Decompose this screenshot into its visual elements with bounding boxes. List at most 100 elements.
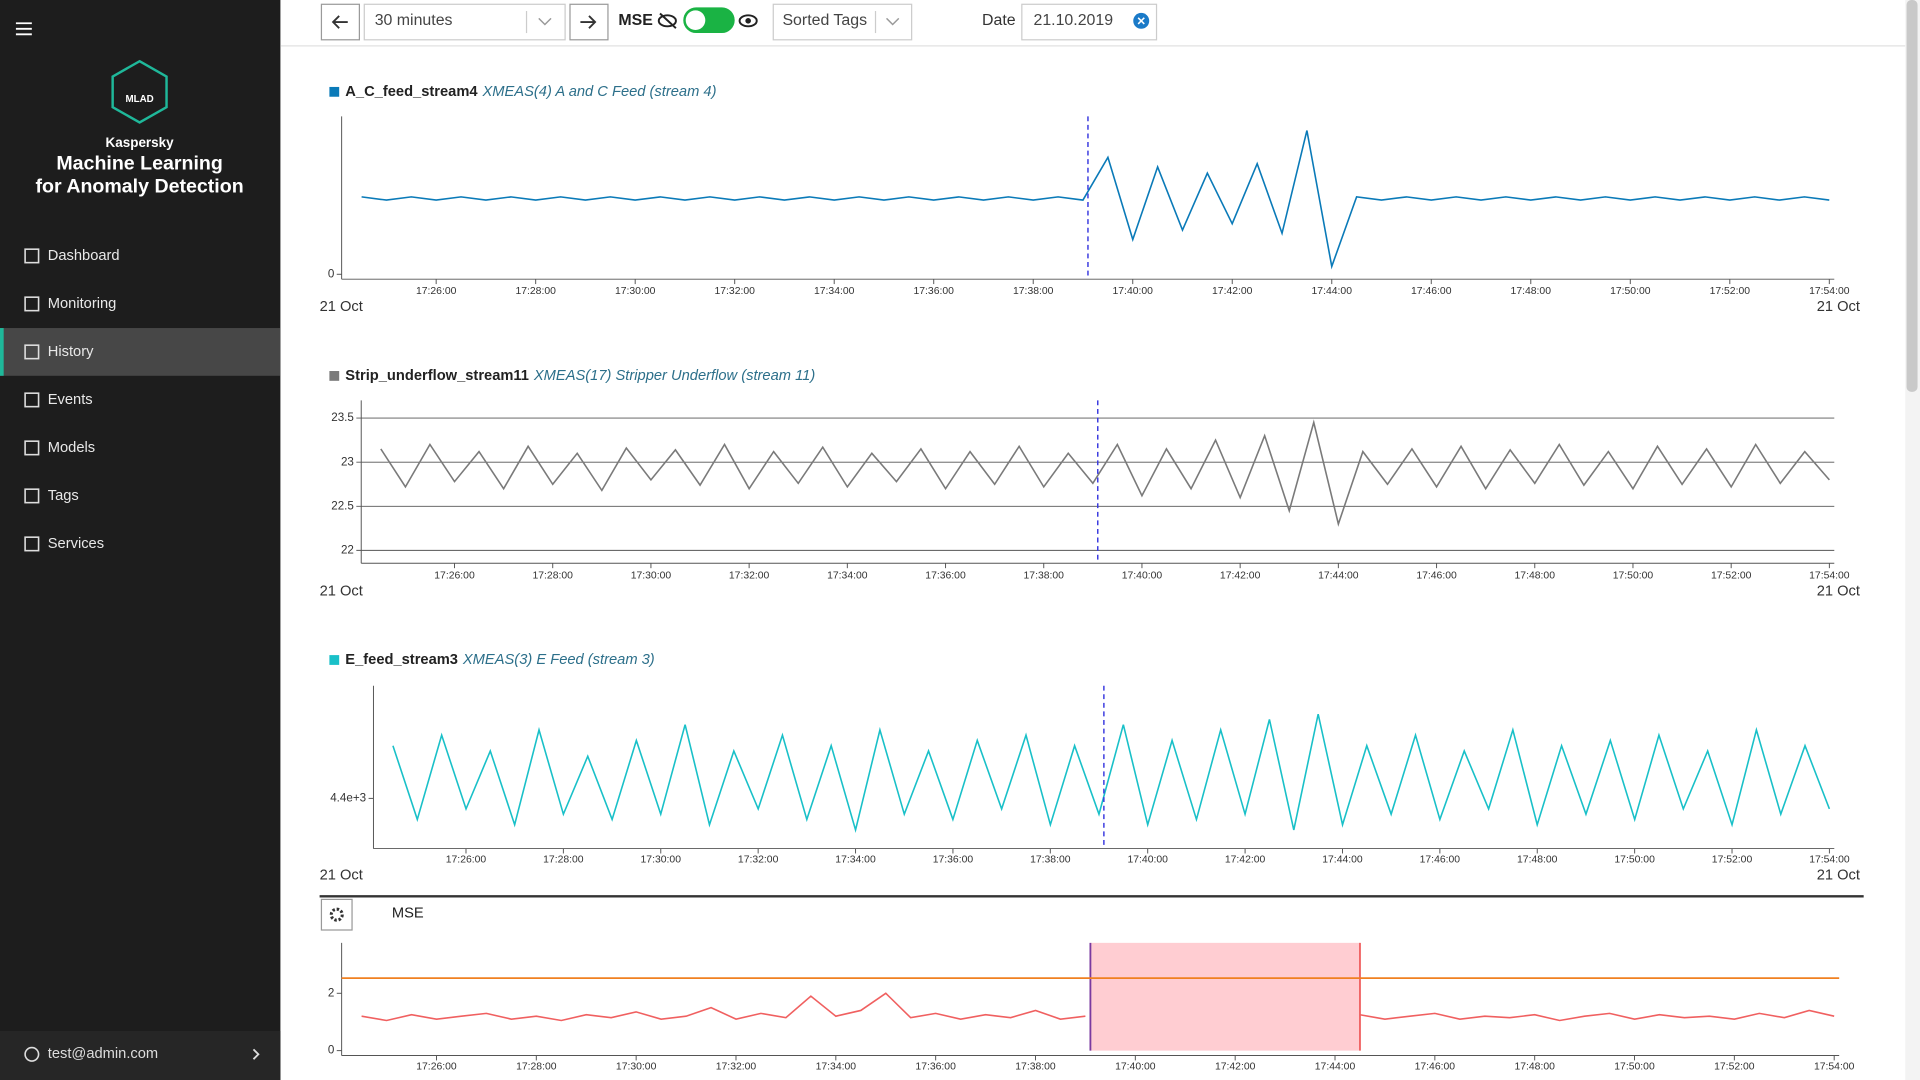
x-tick-label: 17:52:00	[1714, 1061, 1755, 1072]
x-tick-label: 17:32:00	[738, 854, 779, 865]
x-tick-label: 17:30:00	[615, 286, 656, 297]
x-tick-label: 17:38:00	[1024, 570, 1065, 581]
x-tick-label: 17:36:00	[913, 286, 954, 297]
y-tick-label: 23.5	[331, 411, 354, 424]
start-date: 21 Oct	[320, 299, 363, 315]
x-tick-label: 17:38:00	[1030, 854, 1071, 865]
y-tick-label: 23	[341, 455, 354, 468]
vendor: Kaspersky	[106, 135, 175, 150]
menu-item[interactable]: Dashboard	[48, 248, 120, 264]
y-tick-label: 22.5	[331, 499, 354, 512]
tag-name: E_feed_stream3	[345, 652, 458, 668]
y-tick-label: 0	[328, 267, 335, 280]
menu-icon	[24, 392, 40, 408]
x-tick-label: 17:54:00	[1809, 286, 1850, 297]
active-marker	[0, 328, 4, 376]
y-tick-label: 2	[328, 986, 334, 999]
menu-item[interactable]: Events	[48, 392, 93, 408]
x-tick-label: 17:38:00	[1013, 286, 1054, 297]
menu-icon	[24, 296, 40, 312]
y-tick-label: 0	[328, 1044, 335, 1057]
legend-swatch	[329, 371, 340, 381]
show-icon[interactable]	[738, 14, 758, 28]
x-tick-label: 17:48:00	[1511, 286, 1552, 297]
menu-item[interactable]: Services	[48, 536, 104, 552]
x-tick-label: 17:34:00	[827, 570, 868, 581]
date-input[interactable]	[1021, 3, 1158, 41]
scrollbar-thumb[interactable]	[1906, 0, 1918, 392]
x-tick-label: 17:52:00	[1711, 570, 1752, 581]
x-tick-label: 17:46:00	[1415, 1061, 1456, 1072]
x-tick-label: 17:50:00	[1614, 854, 1655, 865]
x-tick-label: 17:40:00	[1115, 1061, 1156, 1072]
sort-select[interactable]	[772, 3, 913, 41]
active-row	[0, 328, 281, 376]
menu-toggle[interactable]	[15, 22, 32, 36]
x-tick-label: 17:54:00	[1809, 854, 1850, 865]
x-tick-label: 17:46:00	[1416, 570, 1457, 581]
menu-icon	[24, 248, 40, 264]
x-tick-label: 17:30:00	[641, 854, 682, 865]
legend-swatch	[329, 86, 340, 97]
x-tick-label: 17:42:00	[1225, 854, 1266, 865]
x-tick-label: 17:52:00	[1710, 286, 1751, 297]
toggle[interactable]	[683, 7, 735, 34]
x-tick-label: 17:44:00	[1318, 570, 1359, 581]
settings-button[interactable]	[320, 898, 353, 931]
x-tick-label: 17:36:00	[925, 570, 966, 581]
series-line	[380, 419, 1830, 527]
chart-title: Strip_underflow_stream11 XMEAS(17) Stripp…	[345, 368, 815, 384]
x-tick-label: 17:28:00	[515, 286, 556, 297]
x-tick-label: 17:48:00	[1515, 570, 1556, 581]
end-date: 21 Oct	[1817, 867, 1860, 883]
toggle-label: MSE	[618, 12, 652, 29]
menu-icon	[24, 536, 40, 552]
x-tick-label: 17:34:00	[835, 854, 876, 865]
x-tick-label: 17:40:00	[1127, 854, 1168, 865]
x-tick-label: 17:26:00	[446, 854, 487, 865]
anomaly-region	[1090, 942, 1360, 1051]
x-tick-label: 17:30:00	[616, 1061, 657, 1072]
x-tick-label: 17:52:00	[1712, 854, 1753, 865]
user: test@admin.com	[48, 1046, 158, 1062]
start-date: 21 Oct	[320, 583, 363, 599]
x-tick-label: 17:48:00	[1514, 1061, 1555, 1072]
menu-item[interactable]: Monitoring	[48, 296, 117, 312]
menu-item[interactable]: Tags	[48, 488, 79, 504]
x-tick-label: 17:42:00	[1220, 570, 1261, 581]
menu-item[interactable]: Models	[48, 440, 95, 456]
sidebar	[0, 0, 281, 1080]
user-row[interactable]	[0, 1031, 281, 1080]
x-tick-label: 17:36:00	[933, 854, 974, 865]
x-tick-label: 17:30:00	[631, 570, 672, 581]
x-tick-label: 17:34:00	[814, 286, 855, 297]
x-tick-label: 17:50:00	[1613, 570, 1654, 581]
logo-text: MLAD	[125, 94, 153, 105]
series-line	[361, 992, 1835, 1022]
tag-description: XMEAS(3) E Feed (stream 3)	[462, 652, 655, 668]
range: 30 minutes	[375, 12, 453, 29]
range-select[interactable]	[363, 3, 566, 41]
end-date: 21 Oct	[1817, 583, 1860, 599]
x-tick-label: 17:26:00	[416, 1061, 457, 1072]
back-button[interactable]	[320, 3, 360, 41]
x-tick-label: 17:36:00	[915, 1061, 956, 1072]
end-date: 21 Oct	[1817, 299, 1860, 315]
forward-button[interactable]	[569, 3, 609, 41]
date-label: Date	[982, 12, 1016, 29]
x-tick-label: 17:26:00	[434, 570, 475, 581]
chart-title: A_C_feed_stream4 XMEAS(4) A and C Feed (s…	[345, 84, 716, 100]
x-tick-label: 17:46:00	[1420, 854, 1461, 865]
x-tick-label: 17:28:00	[532, 570, 573, 581]
x-tick-label: 17:32:00	[716, 1061, 757, 1072]
hide-icon[interactable]	[657, 12, 677, 29]
x-tick-label: 17:44:00	[1312, 286, 1353, 297]
series-line	[392, 713, 1831, 834]
sort: Sorted Tags	[782, 12, 867, 29]
menu-item[interactable]: History	[48, 344, 94, 360]
tag-description: XMEAS(17) Stripper Underflow (stream 11)	[533, 368, 815, 384]
tag-name: Strip_underflow_stream11	[345, 368, 529, 384]
x-tick-label: 17:34:00	[816, 1061, 857, 1072]
x-tick-label: 17:50:00	[1614, 1061, 1655, 1072]
tag-description: XMEAS(4) A and C Feed (stream 4)	[481, 84, 716, 100]
